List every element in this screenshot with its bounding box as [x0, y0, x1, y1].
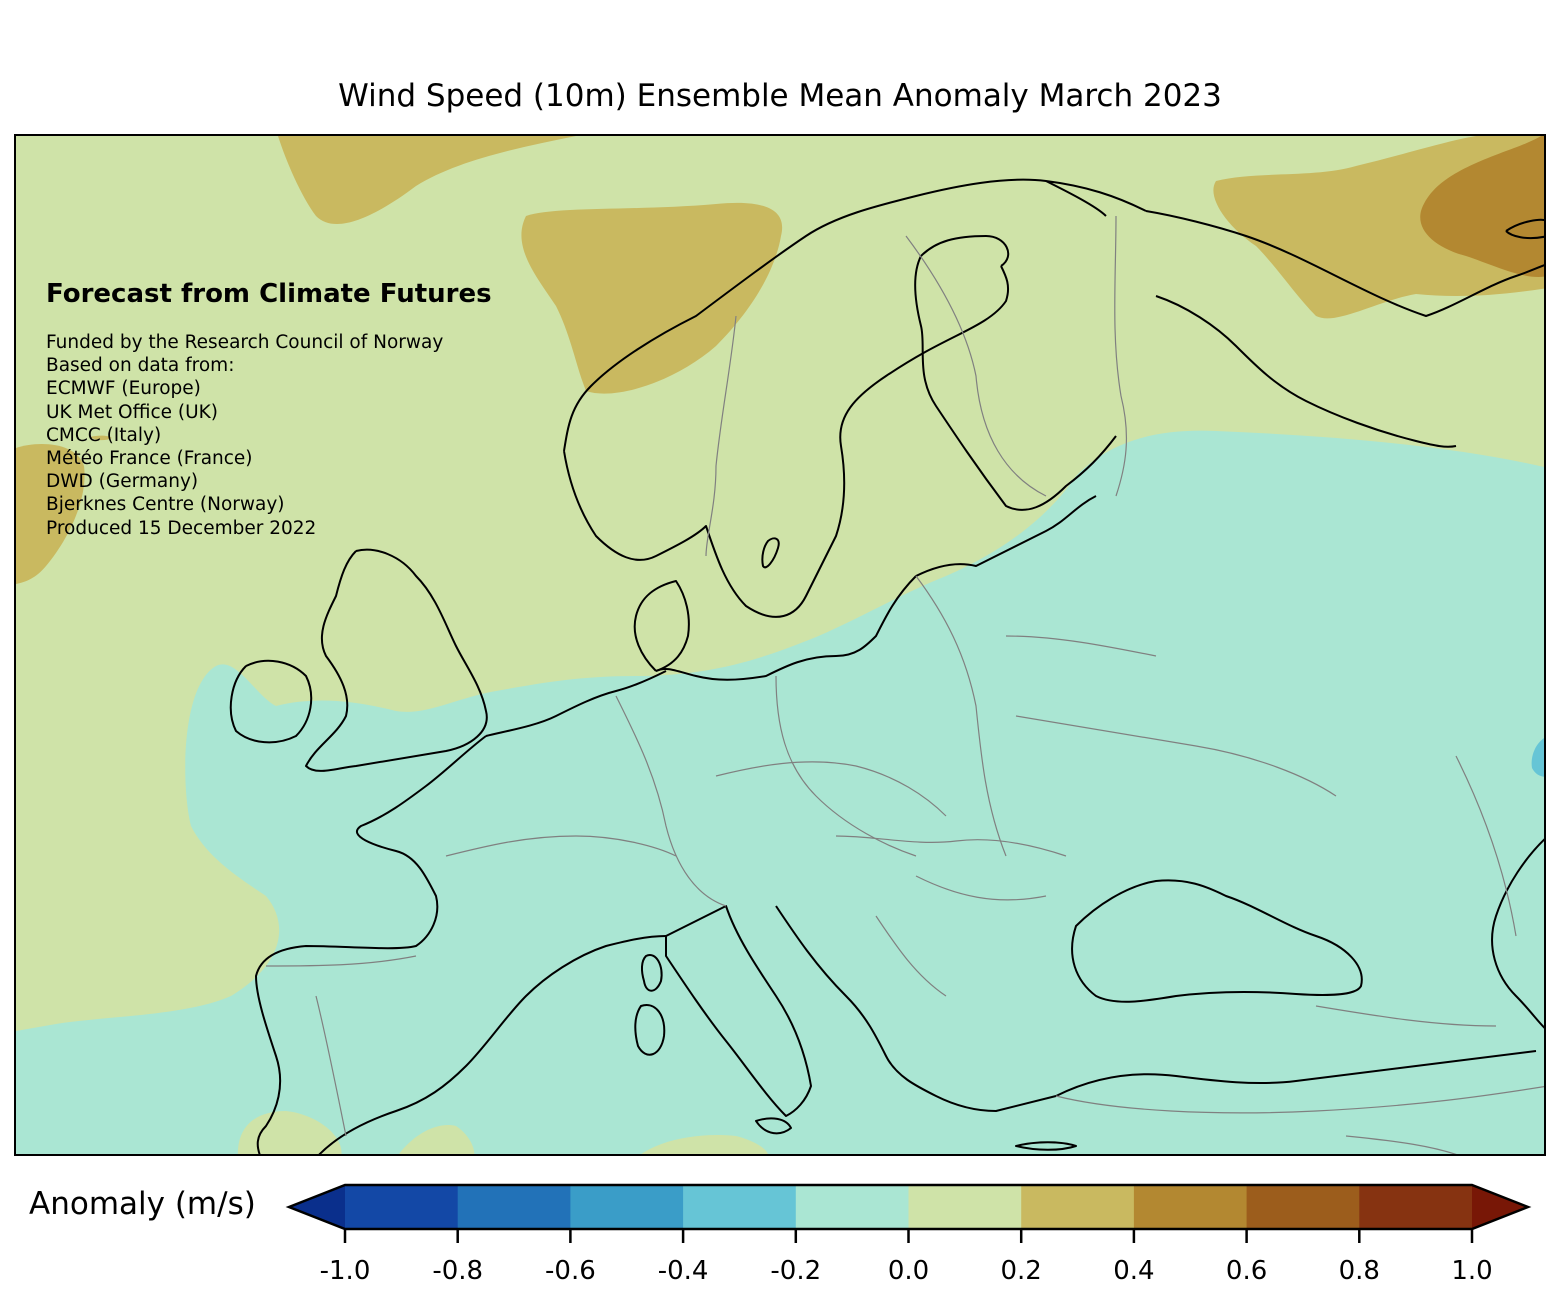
negative-anomaly-region [16, 430, 1544, 1154]
italy-coast [665, 905, 812, 1117]
corsica-coast [640, 954, 663, 992]
positive-anomaly-patch-1 [238, 1111, 342, 1154]
credits-line: Bjerknes Centre (Norway) [46, 494, 285, 516]
colorbar-segment [1021, 1185, 1135, 1229]
colorbar-segment [795, 1185, 910, 1229]
positive-anomaly-patch-3 [641, 1135, 768, 1154]
positive-anomaly-patch-6 [16, 443, 85, 584]
colorbar-segment [1359, 1185, 1473, 1229]
colorbar-tick-label: -0.6 [545, 1256, 596, 1286]
colorbar-tick-label: -0.2 [770, 1256, 822, 1286]
colorbar-tick-label: -0.8 [432, 1256, 484, 1286]
map-title: Wind Speed (10m) Ensemble Mean Anomaly M… [338, 78, 1222, 114]
arctic-russia-coast [1145, 210, 1544, 448]
coastlines [229, 178, 1544, 1154]
credits-box: Forecast from Climate Futures Funded by … [46, 276, 492, 540]
colorbar-tick-label: 0.6 [1225, 1256, 1268, 1286]
positive-anomaly-patch-9 [90, 435, 112, 441]
credits-line: Météo France (France) [46, 448, 253, 470]
ireland-coast [229, 659, 313, 744]
black-sea-coast [1071, 879, 1363, 1003]
colorbar-extend-low [289, 1185, 345, 1229]
baltic-coast [655, 575, 917, 681]
sicily-coast [755, 1117, 792, 1135]
credits-line: Produced 15 December 2022 [46, 517, 317, 539]
scandinavia-coast [563, 178, 1147, 618]
colorbar-ticks [343, 1229, 1474, 1243]
map-canvas [16, 136, 1544, 1154]
credits-line: DWD (Germany) [46, 471, 199, 493]
credits-line: UK Met Office (UK) [46, 401, 219, 423]
negative-anomaly-patch-east [1531, 738, 1544, 777]
western-europe-coast [255, 670, 667, 1154]
map-panel: Forecast from Climate Futures Funded by … [14, 134, 1546, 1156]
crete-coast [1015, 1141, 1077, 1151]
credits-line: Based on data from: [46, 355, 235, 377]
colorbar-segment [1133, 1185, 1248, 1229]
anomaly-fields [16, 136, 1544, 1154]
colorbar-segment [683, 1185, 797, 1229]
colorbar-extend-high [1472, 1185, 1528, 1229]
colorbar-tick-label: 0.8 [1338, 1256, 1380, 1286]
colorbar-segment [345, 1185, 459, 1229]
baltic-east-coast [915, 495, 1097, 577]
credits-line: Funded by the Research Council of Norway [46, 332, 444, 353]
colorbar-tick-label: 0.0 [887, 1256, 930, 1286]
colorbar-tick-label: -0.4 [657, 1256, 709, 1286]
colorbar-tick-label: 0.2 [1000, 1256, 1042, 1286]
positive-anomaly-patch-2 [399, 1125, 475, 1154]
sardinia-coast [634, 1004, 666, 1056]
anatolia-coast [1055, 1050, 1537, 1097]
credits-line: ECMWF (Europe) [46, 378, 201, 400]
country-borders [265, 215, 1544, 1154]
credits-heading: Forecast from Climate Futures [46, 279, 492, 309]
positive-anomaly-patch-4 [278, 136, 576, 225]
caspian-coast [1491, 838, 1544, 1029]
colorbar-tick-label: -1.0 [319, 1256, 371, 1286]
finland-coast [914, 235, 1117, 511]
colorbar-segment [908, 1185, 1022, 1229]
positive-anomaly-patch-5 [521, 202, 783, 394]
novaya-zemlya-coast [1505, 218, 1544, 240]
credits-lines: Funded by the Research Council of Norway… [46, 331, 492, 540]
colorbar-segment [570, 1185, 684, 1229]
iberia-south-coast [318, 935, 667, 1154]
denmark-coast [633, 580, 690, 672]
colorbar-tick-label: 0.4 [1113, 1256, 1155, 1286]
colorbar-segments [345, 1185, 1473, 1229]
positive-anomaly-patch-8 [1420, 136, 1544, 277]
colorbar-tick-label: 1.0 [1451, 1256, 1493, 1286]
gotland-coast [761, 537, 780, 569]
colorbar-segment [457, 1185, 571, 1229]
colorbar-label: Anomaly (m/s) [29, 1186, 256, 1222]
credits-line: CMCC (Italy) [46, 424, 162, 446]
balkans-coast [775, 905, 1057, 1112]
colorbar-segment [1246, 1185, 1360, 1229]
great-britain-coast [305, 548, 488, 772]
